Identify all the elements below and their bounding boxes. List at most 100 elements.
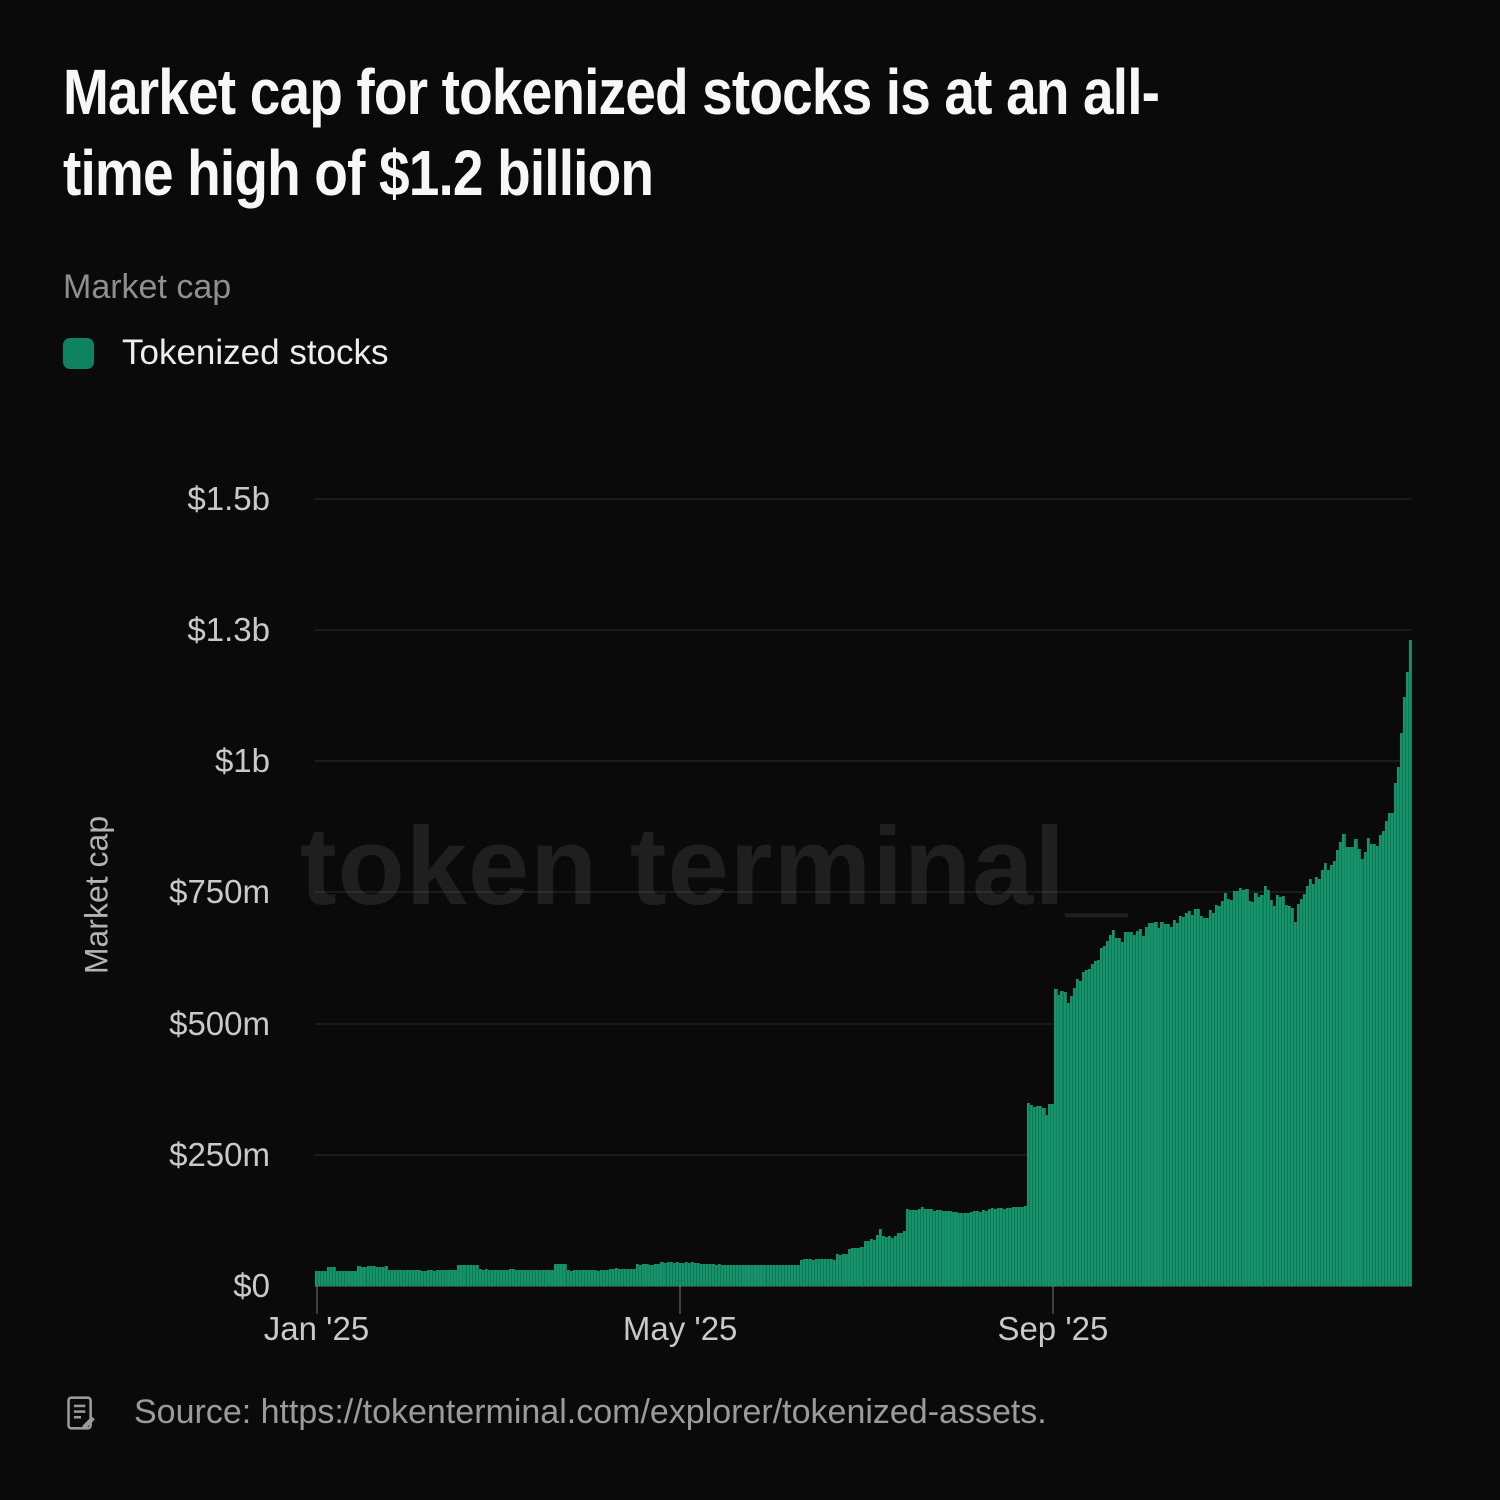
bar (1399, 732, 1404, 1286)
bar (1166, 924, 1170, 1286)
bar (1315, 876, 1319, 1286)
bar (639, 1264, 643, 1286)
bar (966, 1212, 970, 1286)
bar (536, 1269, 540, 1286)
bar (663, 1262, 667, 1286)
bar (1027, 1102, 1031, 1286)
bar (387, 1270, 391, 1286)
bar (984, 1210, 988, 1286)
bar (860, 1246, 864, 1286)
bar (1172, 920, 1176, 1286)
bar (630, 1268, 634, 1286)
bar (1378, 835, 1382, 1286)
bar (1181, 916, 1185, 1286)
bar (1015, 1206, 1019, 1286)
bar (1193, 909, 1198, 1286)
y-tick-label: $250m (169, 1135, 270, 1173)
bar (396, 1270, 401, 1286)
bar (581, 1270, 585, 1286)
bar (1372, 844, 1376, 1286)
bar (1208, 909, 1213, 1286)
bar (1127, 931, 1131, 1286)
bar (875, 1234, 879, 1286)
bar (1060, 990, 1064, 1286)
bar (596, 1270, 601, 1286)
bar (1260, 894, 1264, 1286)
bar (1357, 848, 1361, 1286)
bar (702, 1263, 707, 1286)
bar (478, 1269, 482, 1286)
bar (1233, 891, 1237, 1286)
bar (599, 1270, 604, 1286)
bar (708, 1264, 713, 1286)
bar (1324, 862, 1328, 1286)
watermark: token terminal_ (300, 805, 1129, 928)
bar (1393, 782, 1398, 1286)
bar (415, 1270, 419, 1286)
bar (345, 1270, 349, 1286)
bar (481, 1269, 485, 1286)
bar (842, 1254, 846, 1286)
bar (669, 1262, 673, 1286)
y-axis-title: Market cap (78, 815, 115, 975)
bar (484, 1269, 488, 1286)
bar (1096, 960, 1101, 1286)
bar (521, 1270, 525, 1286)
bar (1151, 922, 1155, 1286)
bar (1111, 929, 1116, 1286)
bar (411, 1270, 416, 1286)
bar (1054, 989, 1058, 1286)
bar (996, 1208, 1001, 1286)
bar (1008, 1207, 1013, 1286)
bar (802, 1259, 807, 1286)
bar (1299, 899, 1304, 1286)
bar (1121, 942, 1125, 1286)
bar (430, 1270, 434, 1286)
bar (357, 1266, 361, 1286)
bar (1251, 902, 1255, 1286)
bar (1333, 860, 1337, 1286)
bar (1408, 640, 1413, 1286)
bar (339, 1270, 343, 1286)
x-tick-mark (315, 1286, 318, 1314)
bar (654, 1264, 658, 1286)
bar (587, 1270, 591, 1286)
bar (1254, 893, 1258, 1286)
bar (945, 1210, 949, 1286)
bar (621, 1268, 625, 1286)
bar (1163, 924, 1167, 1286)
bar (1263, 886, 1267, 1286)
bar (1363, 852, 1367, 1286)
bar (1360, 859, 1364, 1286)
gridline (315, 497, 1412, 500)
y-tick-label: $500m (169, 1004, 270, 1042)
bar (1269, 899, 1273, 1286)
bar (530, 1269, 534, 1286)
bar (348, 1270, 352, 1286)
bar (1345, 847, 1349, 1286)
bar (936, 1210, 940, 1286)
bar (1381, 830, 1385, 1286)
bar (878, 1229, 882, 1286)
bar (515, 1269, 519, 1286)
bar (578, 1270, 582, 1286)
y-tick-label: $1.5b (187, 479, 270, 517)
bar (1339, 841, 1343, 1286)
bar (1018, 1207, 1022, 1286)
bar (511, 1269, 516, 1286)
bar (1296, 903, 1301, 1286)
bar (757, 1264, 761, 1286)
bar (845, 1254, 849, 1286)
bar (1308, 879, 1313, 1286)
source-row: Source: https://tokenterminal.com/explor… (64, 1393, 1047, 1432)
bar (393, 1270, 397, 1286)
gridline (315, 1153, 1412, 1156)
bar (493, 1269, 497, 1286)
bar (1287, 905, 1291, 1286)
bar (1005, 1208, 1010, 1286)
bar (330, 1266, 334, 1286)
bar (572, 1270, 576, 1286)
bar (884, 1236, 888, 1286)
bar (930, 1209, 934, 1286)
bar (551, 1269, 555, 1286)
